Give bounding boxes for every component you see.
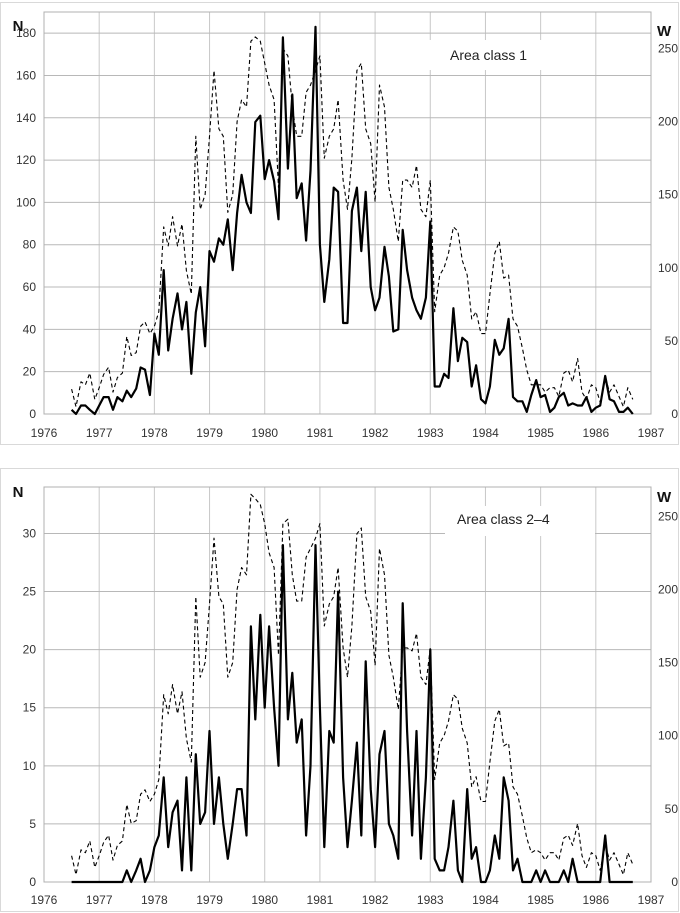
right-axis-title: W: [657, 489, 672, 506]
x-tick-label: 1979: [196, 426, 223, 440]
x-tick-label: 1982: [362, 893, 389, 907]
x-tick-label: 1985: [527, 893, 554, 907]
y-left-tick-label: 80: [23, 238, 37, 252]
y-left-tick-label: 40: [23, 322, 37, 336]
left-axis-title: N: [13, 484, 24, 501]
x-tick-label: 1986: [582, 426, 609, 440]
series-line-solid: [71, 544, 633, 884]
x-tick-label: 1987: [638, 426, 665, 440]
y-left-tick-label: 20: [23, 643, 37, 657]
chart-area-class-2-4: 1976 1977 1978 1979 1980 1981 1982 1983 1984 1985…: [0, 466, 680, 913]
x-tick-label: 1987: [638, 893, 665, 907]
y-right-tick-label: 250: [658, 42, 678, 56]
y-right-tick-label: 150: [658, 656, 678, 670]
y-right-tick-label: 100: [658, 261, 678, 275]
x-tick-label: 1981: [307, 893, 334, 907]
y-left-tick-label: 15: [23, 701, 37, 715]
right-axis-title: W: [657, 23, 672, 40]
x-tick-label: 1979: [196, 893, 223, 907]
x-tick-label: 1980: [251, 426, 278, 440]
x-tick-label: 1984: [472, 893, 499, 907]
y-right-tick-label: 50: [665, 802, 679, 816]
y-left-tick-label: 60: [23, 280, 37, 294]
y-right-tick-label: 200: [658, 115, 678, 129]
annotation-box: [418, 40, 568, 70]
x-tick-label: 1986: [582, 893, 609, 907]
y-left-tick-label: 0: [29, 875, 36, 889]
y-left-tick-label: 100: [16, 195, 36, 209]
plot-area-border: [43, 11, 652, 415]
y-right-tick-label: 150: [658, 188, 678, 202]
y-right-tick-label: 0: [671, 407, 678, 421]
series-line-dashed: [71, 493, 634, 876]
y-left-tick-label: 0: [29, 407, 36, 421]
y-right-tick-label: 50: [665, 334, 679, 348]
chart-frame: [0, 2, 679, 445]
y-left-tick-label: 10: [23, 759, 37, 773]
x-tick-label: 1983: [417, 893, 444, 907]
y-left-tick-label: 20: [23, 365, 37, 379]
x-tick-label: 1978: [141, 426, 168, 440]
chart-annotation: Area class 2–4: [457, 511, 550, 527]
x-tick-label: 1977: [86, 426, 113, 440]
y-left-tick-label: 120: [16, 153, 36, 167]
chart-area-class-1-svg: 1976 1977 1978 1979 1980 1981 1982 1983 1984 1985…: [0, 2, 679, 445]
x-tick-label: 1978: [141, 893, 168, 907]
x-tick-label: 1984: [472, 426, 499, 440]
chart-annotation: Area class 1: [450, 47, 527, 63]
series-line-solid: [70, 25, 634, 416]
chart-frame: [0, 468, 679, 912]
x-tick-label: 1985: [527, 426, 554, 440]
y-left-tick-label: 180: [16, 26, 36, 40]
x-tick-label: 1983: [417, 426, 444, 440]
chart-area-class-1: 1976 1977 1978 1979 1980 1981 1982 1983 1984 1985…: [0, 0, 680, 446]
y-left-tick-label: 160: [16, 68, 36, 82]
y-left-tick-label: 25: [23, 585, 37, 599]
x-tick-label: 1977: [86, 893, 113, 907]
annotation-box: [445, 506, 595, 536]
left-axis-title: N: [13, 18, 24, 35]
y-right-tick-label: 100: [658, 729, 678, 743]
series-line-dashed: [71, 36, 634, 408]
x-tick-label: 1976: [31, 893, 58, 907]
y-left-tick-label: 5: [29, 817, 36, 831]
y-right-tick-label: 0: [671, 875, 678, 889]
x-tick-label: 1981: [307, 426, 334, 440]
plot-area-border: [43, 486, 652, 883]
chart-area-class-2-4-svg: 1976 1977 1978 1979 1980 1981 1982 1983 1984 1985…: [0, 468, 679, 912]
x-tick-label: 1980: [251, 893, 278, 907]
y-right-tick-label: 250: [658, 509, 678, 523]
x-tick-label: 1982: [362, 426, 389, 440]
y-left-tick-label: 140: [16, 111, 36, 125]
y-right-tick-label: 200: [658, 582, 678, 596]
x-tick-label: 1976: [31, 426, 58, 440]
y-left-tick-label: 30: [23, 526, 37, 540]
